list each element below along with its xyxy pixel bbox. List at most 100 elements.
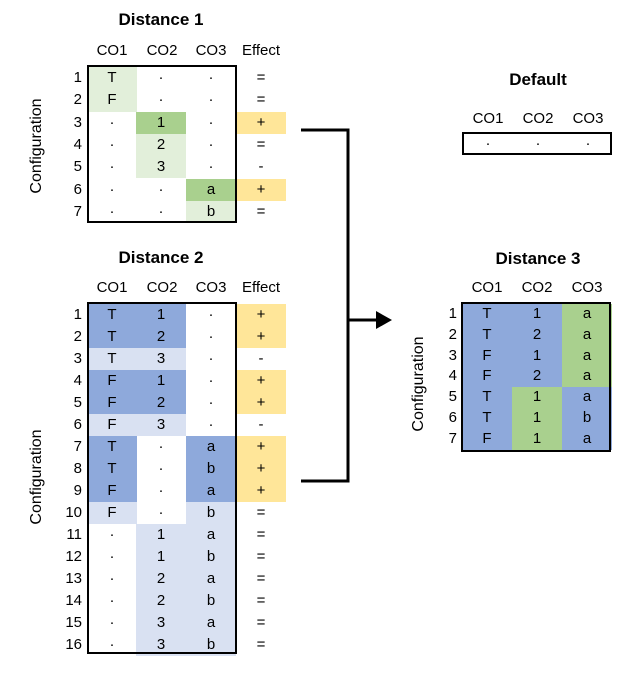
cell-co1: T bbox=[87, 326, 137, 348]
row-number: 3 bbox=[448, 346, 457, 364]
cell-co2: · bbox=[158, 180, 164, 198]
cell-co3: b bbox=[186, 634, 236, 656]
cell-co3: a bbox=[186, 178, 236, 201]
bracket-line bbox=[301, 128, 350, 483]
cell-co3: a bbox=[562, 428, 612, 450]
cell-co1: F bbox=[462, 345, 512, 367]
effect-cell: = bbox=[256, 504, 266, 521]
row-number: 6 bbox=[73, 180, 82, 198]
row-number: 4 bbox=[73, 372, 82, 389]
cell-co1: F bbox=[87, 480, 137, 502]
distance1-col-co2: CO2 bbox=[146, 42, 178, 59]
cell-co1: · bbox=[109, 202, 115, 220]
cell-co1: F bbox=[87, 502, 137, 524]
row-number: 15 bbox=[65, 614, 82, 631]
cell-co2: 2 bbox=[136, 392, 186, 414]
cell-co2: 1 bbox=[136, 524, 186, 546]
row-number: 9 bbox=[73, 482, 82, 499]
cell-co3: b bbox=[186, 200, 236, 224]
cell-co3: · bbox=[208, 158, 214, 176]
cell-co2: 1 bbox=[136, 304, 186, 326]
cell-co1: T bbox=[87, 436, 137, 458]
effect-cell: + bbox=[236, 480, 286, 502]
effect-cell: - bbox=[258, 416, 264, 433]
cell-co2: 2 bbox=[136, 590, 186, 612]
cell-co2: · bbox=[158, 482, 164, 499]
effect-cell: = bbox=[256, 202, 266, 220]
cell-co3: · bbox=[208, 135, 214, 153]
cell-co3: b bbox=[186, 590, 236, 612]
cell-co3: a bbox=[186, 480, 236, 502]
row-number: 6 bbox=[73, 416, 82, 433]
cell-co3: · bbox=[208, 328, 214, 345]
effect-cell: = bbox=[256, 548, 266, 565]
default-col-co2: CO2 bbox=[522, 110, 554, 127]
distance1-col-co1: CO1 bbox=[96, 42, 128, 59]
effect-cell: + bbox=[236, 458, 286, 480]
cell-co2: 1 bbox=[512, 408, 562, 429]
cell-co3: a bbox=[186, 436, 236, 458]
distance1-title: Distance 1 bbox=[118, 10, 204, 29]
cell-co2: 1 bbox=[512, 304, 562, 325]
distance3-col-co3: CO3 bbox=[571, 279, 603, 296]
cell-co2: · bbox=[158, 202, 164, 220]
cell-co3: a bbox=[186, 524, 236, 546]
cell-co3: · bbox=[208, 372, 214, 389]
cell-co2: 3 bbox=[136, 414, 186, 436]
distance3-col-co2: CO2 bbox=[521, 279, 553, 296]
cell-co1: F bbox=[87, 370, 137, 392]
cell-co1: F bbox=[87, 392, 137, 414]
cell-co2: 3 bbox=[136, 156, 186, 179]
cell-co1: · bbox=[109, 180, 115, 198]
row-number: 5 bbox=[73, 394, 82, 411]
cell-co2: 3 bbox=[136, 634, 186, 656]
cell-co2: · bbox=[158, 504, 164, 521]
effect-cell: + bbox=[236, 178, 286, 201]
cell-co1: · bbox=[109, 526, 115, 543]
cell-co2: 1 bbox=[136, 111, 186, 134]
cell-co2: 2 bbox=[136, 568, 186, 590]
table-border bbox=[87, 65, 237, 223]
effect-cell: = bbox=[256, 636, 266, 653]
cell-co3: · bbox=[208, 350, 214, 367]
cell-co1: F bbox=[462, 428, 512, 450]
cell-co1: · bbox=[109, 113, 115, 131]
cell-co3: · bbox=[585, 135, 591, 152]
row-number: 2 bbox=[73, 91, 82, 109]
effect-cell: + bbox=[236, 326, 286, 348]
row-number: 14 bbox=[65, 592, 82, 609]
cell-co1: T bbox=[87, 348, 137, 370]
cell-co1: · bbox=[109, 592, 115, 609]
distance1-col-effect: Effect bbox=[241, 42, 281, 59]
default-col-co3: CO3 bbox=[572, 110, 604, 127]
effect-cell: = bbox=[256, 91, 266, 109]
row-number: 7 bbox=[73, 438, 82, 455]
effect-cell: = bbox=[256, 135, 266, 153]
cell-co3: a bbox=[186, 568, 236, 590]
row-number: 11 bbox=[66, 526, 82, 543]
cell-co1: T bbox=[87, 67, 137, 90]
cell-co2: 2 bbox=[136, 133, 186, 157]
cell-co2: 1 bbox=[136, 370, 186, 392]
default-title: Default bbox=[509, 70, 567, 89]
cell-co3: a bbox=[562, 345, 612, 367]
effect-cell: - bbox=[258, 158, 264, 176]
cell-co1: T bbox=[462, 324, 512, 346]
effect-cell: + bbox=[236, 304, 286, 326]
row-number: 1 bbox=[73, 69, 82, 86]
cell-co3: · bbox=[208, 69, 214, 86]
cell-co3: a bbox=[562, 324, 612, 346]
cell-co2: 1 bbox=[512, 428, 562, 450]
cell-co1: · bbox=[485, 135, 491, 152]
row-number: 1 bbox=[73, 306, 82, 323]
row-number: 1 bbox=[448, 305, 457, 322]
row-number: 2 bbox=[448, 325, 457, 343]
cell-co1: F bbox=[87, 414, 137, 436]
distance3-title: Distance 3 bbox=[495, 249, 581, 268]
distance2-col-co3: CO3 bbox=[195, 279, 227, 296]
row-number: 8 bbox=[73, 460, 82, 477]
row-number: 5 bbox=[448, 388, 457, 406]
cell-co3: a bbox=[562, 304, 612, 325]
cell-co1: · bbox=[109, 614, 115, 631]
